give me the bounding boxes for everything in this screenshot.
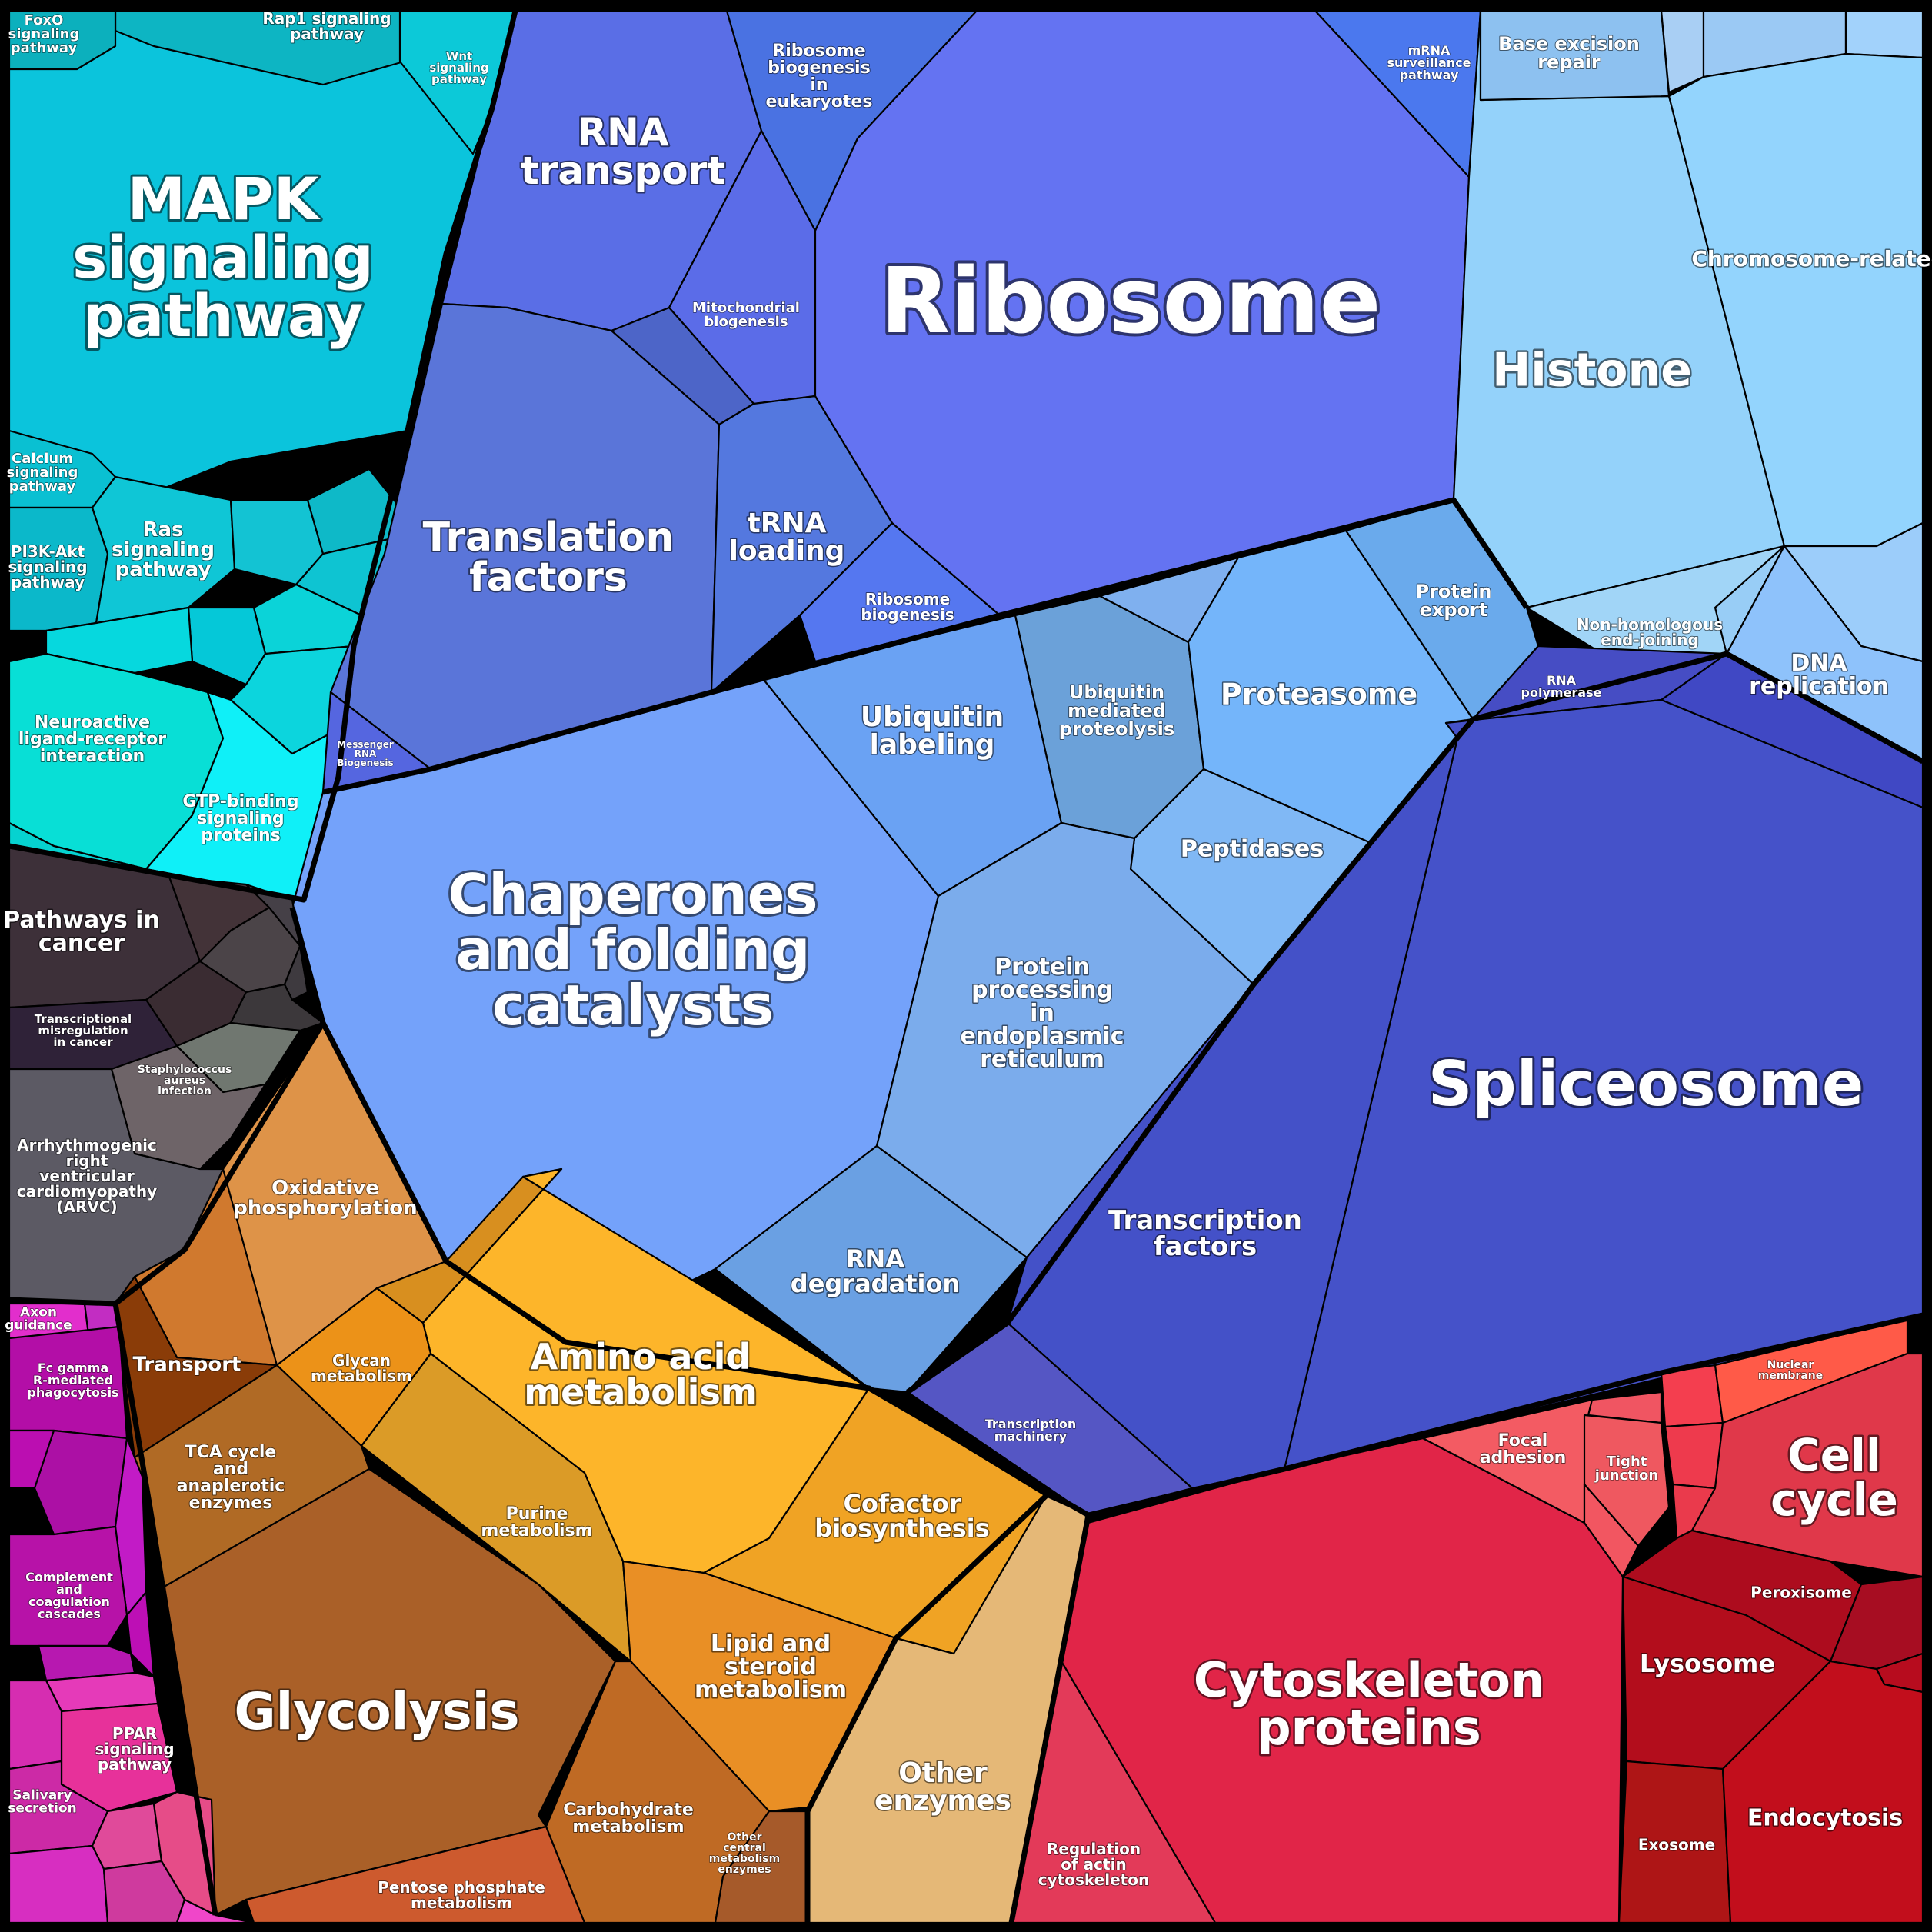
label-tight-junction: Tight junction	[1594, 1454, 1658, 1484]
cell-antigen[interactable]	[37, 1644, 136, 1682]
label-chromosome: Chromosome-related	[1691, 246, 1932, 271]
label-ubiquitin-labeling: Ubiquitin labeling	[861, 701, 1004, 761]
label-peroxisome: Peroxisome	[1750, 1584, 1852, 1602]
label-mapk: MAPK signaling pathway	[72, 165, 374, 350]
label-transcription-factors: Transcription factors	[1108, 1205, 1302, 1262]
label-rna-degradation: RNA degradation	[791, 1244, 960, 1298]
label-spliceosome: Spliceosome	[1428, 1048, 1864, 1120]
label-ribosome-biogenesis: Ribosome biogenesis	[861, 590, 954, 624]
border-folding-splice	[906, 651, 1924, 1394]
border-metabolism-cell	[1008, 1514, 1091, 1924]
border-signaling	[8, 10, 518, 903]
label-purine: Purine metabolism	[481, 1504, 592, 1541]
label-lipid: Lipid and steroid metabolism	[695, 1631, 847, 1704]
label-peptidases: Peptidases	[1181, 836, 1324, 863]
label-ubiquitin-mediated: Ubiquitin mediated proteolysis	[1059, 681, 1174, 740]
label-base-excision: Base excision repair	[1498, 33, 1640, 73]
cell-neurotrophin[interactable]	[8, 1844, 109, 1924]
label-pathways-cancer: Pathways in cancer	[3, 907, 160, 957]
label-nhej: Non-homologous end-joining	[1577, 615, 1723, 649]
label-arvc: Arrhythmogenic right ventricular cardiomyop…	[17, 1136, 157, 1216]
label-mito-biogenesis: Mitochondrial biogenesis	[692, 300, 800, 330]
border-genetic-folding	[322, 497, 1529, 795]
label-fc-gamma: Fc gamma R-mediated phagocytosis	[27, 1361, 118, 1400]
label-ribosome-biogenesis-euk: Ribosome biogenesis in eukaryotes	[766, 42, 873, 112]
cell-protein-digestion[interactable]	[8, 1679, 63, 1770]
label-neuroactive: Neuroactive ligand-receptor interaction	[18, 713, 166, 766]
label-histone: Histone	[1492, 344, 1692, 398]
label-rap1: Rap1 signaling pathway	[262, 9, 391, 43]
cell-chemokine[interactable]	[33, 1429, 128, 1536]
cell-dna-replication-control[interactable]	[1844, 9, 1924, 59]
cell-cell-cycle[interactable]	[1690, 1352, 1924, 1578]
label-focal-adhesion: Focal adhesion	[1480, 1431, 1567, 1467]
label-protein-processing: Protein processing in endoplasmic reticulum	[961, 954, 1124, 1073]
label-calcium: Calcium signaling pathway	[7, 451, 78, 495]
border-metabolism-top	[289, 907, 1090, 1518]
label-pi3k: PI3K-Akt signaling pathway	[8, 542, 87, 591]
label-ribosome: Ribosome	[880, 248, 1381, 354]
label-proteasome: Proteasome	[1221, 678, 1417, 711]
label-trna-loading: tRNA loading	[729, 508, 845, 567]
label-protein-export: Protein export	[1416, 581, 1492, 621]
label-messenger-rna: Messenger RNA Biogenesis	[337, 739, 394, 768]
label-mrna-surveillance: mRNA surveillance pathway	[1387, 43, 1471, 82]
label-transcription-machinery: Transcription machinery	[985, 1417, 1077, 1444]
label-wnt: Wnt signaling pathway	[429, 49, 488, 86]
label-dna-replication: DNA replication	[1749, 650, 1889, 700]
label-chaperones: Chaperones and folding catalysts	[448, 862, 818, 1038]
label-other-enzymes: Other enzymes	[874, 1757, 1011, 1817]
label-cell-cycle: Cell cycle	[1770, 1429, 1898, 1526]
cell-glycolysis[interactable]	[160, 1467, 617, 1917]
label-lysosome: Lysosome	[1640, 1649, 1775, 1678]
label-amino-acid: Amino acid metabolism	[524, 1336, 758, 1413]
cells-layer	[8, 9, 1924, 1924]
cell-oocyte[interactable]	[1664, 1421, 1724, 1490]
label-transcriptional-mis: Transcriptional misregulation in cancer	[35, 1012, 132, 1049]
labels-layer: Ribosome Spliceosome Histone Chromosome-…	[2, 8, 1932, 1913]
cell-ras[interactable]	[91, 475, 236, 625]
border-metabolism-enzymes	[804, 1494, 1048, 1923]
label-transport: Transport	[133, 1354, 242, 1377]
label-glycolysis: Glycolysis	[234, 1682, 519, 1741]
border-disease-immune	[8, 1297, 116, 1307]
label-oxphos: Oxidative phosphorylation	[233, 1177, 417, 1220]
label-rna-polymerase: RNA polymerase	[1521, 673, 1602, 700]
label-translation-factors: Translation factors	[423, 515, 675, 601]
label-gtp: GTP-binding signaling proteins	[182, 792, 298, 845]
label-carbohydrate: Carbohydrate metabolism	[563, 1800, 694, 1837]
cell-cytokinesis[interactable]	[1660, 1364, 1724, 1428]
label-cytoskeleton: Cytoskeleton proteins	[1194, 1652, 1544, 1756]
label-rna-transport: RNA transport	[521, 110, 725, 193]
label-glycan: Glycan metabolism	[311, 1351, 412, 1385]
label-ppar: PPAR signaling pathway	[95, 1724, 174, 1774]
label-complement: Complement and coagulation cascades	[25, 1570, 113, 1621]
label-cofactor: Cofactor biosynthesis	[814, 1489, 989, 1543]
border-splice-cell	[1088, 1312, 1924, 1518]
label-staph: Staphylococcus aureus infection	[138, 1064, 232, 1098]
label-actin: Regulation of actin cytoskeleton	[1038, 1840, 1149, 1889]
label-exosome: Exosome	[1638, 1836, 1715, 1854]
label-salivary: Salivary secretion	[8, 1788, 76, 1817]
label-pentose: Pentose phosphate metabolism	[378, 1878, 545, 1912]
cell-rna-degradation[interactable]	[714, 1144, 1028, 1394]
label-tca: TCA cycle and anaplerotic enzymes	[177, 1443, 285, 1513]
label-other-central: Other central metabolism enzymes	[709, 1831, 780, 1876]
cell-tight-junction[interactable]	[1583, 1414, 1671, 1547]
label-foxo: FoxO signaling pathway	[8, 12, 80, 56]
label-nuclear-membrane: Nuclear membrane	[1758, 1359, 1824, 1382]
label-axon: Axon guidance	[5, 1305, 72, 1334]
label-ras: Ras signaling pathway	[112, 518, 215, 581]
label-endocytosis: Endocytosis	[1747, 1805, 1903, 1832]
